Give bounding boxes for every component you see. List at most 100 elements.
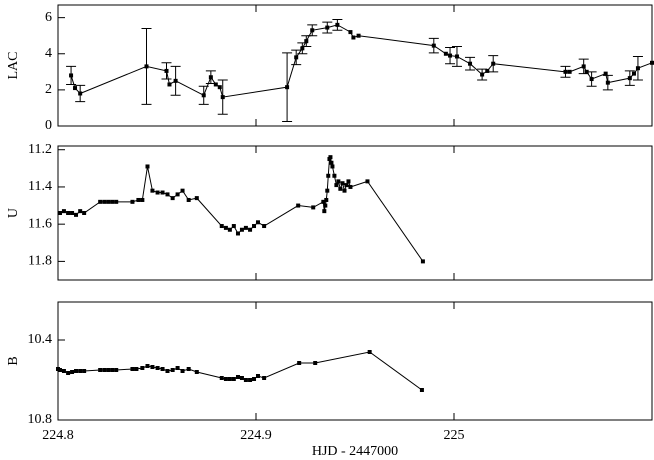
data-point bbox=[243, 225, 248, 230]
data-point bbox=[61, 209, 66, 214]
data-point bbox=[294, 55, 299, 60]
data-point bbox=[160, 367, 165, 371]
data-line bbox=[70, 24, 653, 98]
data-point bbox=[252, 377, 257, 381]
data-point bbox=[356, 33, 361, 38]
data-point bbox=[635, 66, 640, 71]
data-point bbox=[431, 43, 436, 48]
data-point bbox=[322, 209, 327, 214]
data-point bbox=[365, 179, 370, 184]
data-point bbox=[321, 199, 326, 204]
data-point bbox=[74, 212, 79, 217]
data-point bbox=[70, 211, 75, 215]
x-tick-label: 225 bbox=[444, 428, 465, 443]
data-point bbox=[223, 377, 228, 381]
data-point bbox=[325, 25, 330, 30]
data-point bbox=[491, 61, 496, 66]
data-point bbox=[155, 366, 160, 370]
data-point bbox=[448, 53, 453, 58]
data-point bbox=[98, 368, 103, 372]
data-point bbox=[235, 231, 240, 236]
data-point bbox=[589, 77, 594, 82]
data-point bbox=[231, 224, 236, 229]
y-tick-label: 11.6 bbox=[28, 216, 52, 231]
data-point bbox=[110, 199, 115, 204]
data-point bbox=[155, 190, 160, 195]
data-point bbox=[285, 85, 290, 90]
data-point bbox=[165, 192, 170, 197]
data-point bbox=[208, 75, 213, 80]
data-point bbox=[106, 368, 111, 372]
data-point bbox=[335, 22, 340, 27]
data-point bbox=[255, 220, 260, 225]
data-point bbox=[297, 361, 302, 365]
data-point bbox=[296, 203, 301, 208]
data-point bbox=[78, 209, 83, 214]
data-point bbox=[239, 376, 244, 380]
data-point bbox=[220, 95, 225, 100]
data-point bbox=[581, 64, 586, 69]
data-point bbox=[340, 181, 345, 186]
data-point bbox=[57, 368, 62, 372]
data-point bbox=[346, 179, 351, 184]
y-tick-label: 2 bbox=[45, 82, 52, 97]
data-point bbox=[160, 190, 165, 195]
data-point bbox=[330, 164, 335, 169]
y-tick-label: 10.4 bbox=[28, 332, 53, 347]
data-point bbox=[304, 39, 309, 44]
y-tick-label: 6 bbox=[45, 10, 52, 25]
data-point bbox=[145, 164, 150, 169]
data-point bbox=[326, 173, 331, 178]
data-point bbox=[140, 197, 145, 202]
data-point bbox=[66, 371, 71, 375]
data-point bbox=[175, 192, 180, 197]
data-point bbox=[605, 80, 610, 85]
data-point bbox=[252, 224, 257, 229]
data-point bbox=[164, 68, 169, 73]
data-point bbox=[325, 188, 330, 193]
data-point bbox=[219, 224, 224, 229]
data-point bbox=[631, 71, 636, 76]
y-axis-label: U bbox=[6, 208, 21, 218]
data-point bbox=[144, 64, 149, 69]
panel-frame bbox=[57, 301, 653, 421]
data-point bbox=[313, 361, 318, 365]
y-tick-label: 10.8 bbox=[28, 412, 53, 427]
data-point bbox=[231, 377, 236, 381]
data-point bbox=[262, 376, 267, 380]
data-point bbox=[167, 82, 172, 87]
data-point bbox=[603, 71, 608, 76]
data-point bbox=[419, 388, 424, 392]
data-point bbox=[311, 205, 316, 210]
data-point bbox=[134, 367, 139, 371]
data-point bbox=[61, 369, 66, 373]
data-point bbox=[217, 85, 222, 90]
data-point bbox=[173, 78, 178, 83]
data-point bbox=[175, 366, 180, 370]
data-point bbox=[239, 227, 244, 232]
data-point bbox=[255, 374, 260, 378]
data-point bbox=[140, 366, 145, 370]
data-point bbox=[110, 368, 115, 372]
y-tick-label: 4 bbox=[45, 46, 52, 61]
data-point bbox=[66, 211, 71, 215]
data-point bbox=[136, 197, 141, 202]
data-point bbox=[338, 186, 343, 191]
data-point bbox=[78, 369, 83, 373]
y-axis-label: B bbox=[6, 356, 21, 365]
data-point bbox=[223, 225, 228, 230]
data-point bbox=[213, 82, 218, 87]
data-point bbox=[328, 155, 333, 160]
data-point bbox=[219, 376, 224, 380]
y-axis-label: LAC bbox=[6, 52, 21, 80]
data-point bbox=[323, 203, 328, 208]
data-point bbox=[145, 364, 150, 368]
data-point bbox=[201, 93, 206, 98]
data-point bbox=[334, 183, 339, 188]
data-point bbox=[485, 68, 490, 73]
data-point bbox=[82, 211, 87, 215]
data-point bbox=[454, 54, 459, 59]
data-point bbox=[180, 369, 185, 373]
